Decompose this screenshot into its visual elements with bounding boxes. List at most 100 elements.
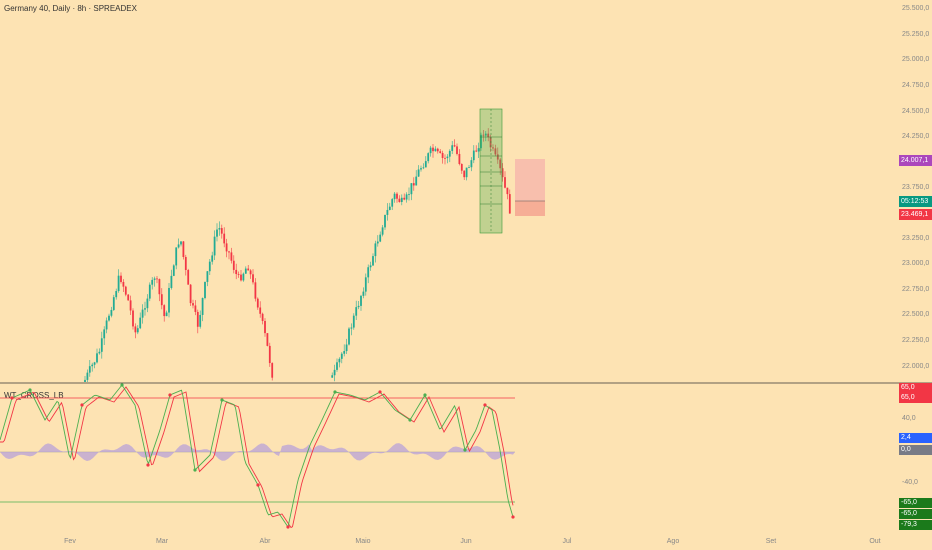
candle-body [475,150,478,152]
candle-body [254,282,257,299]
candle-body [112,297,115,310]
candle-body [86,372,89,380]
candle-body [175,247,178,266]
candle-body [381,227,384,235]
candle-body [88,366,91,373]
candle-body [177,244,180,248]
wt-cross-dot [80,403,84,407]
candle-body [151,279,154,285]
candle-body [124,286,127,295]
price-tick-label: 25.000,0 [902,56,929,63]
candle-body [249,270,252,275]
candle-body [266,333,269,346]
wt-cross-dot [120,383,124,387]
wt-cross-dot [378,390,382,394]
candle-body [201,298,204,315]
candle-body [340,353,343,359]
candle-body [163,305,166,317]
candle-body [448,150,451,157]
price-tick-label: 24.250,0 [902,133,929,140]
candle-body [367,267,370,278]
candle-body [247,268,250,271]
ind-tag-wt-low: -79,3 [899,520,932,530]
candle-body [91,364,94,367]
candle-body [189,284,192,304]
candle-body [165,312,168,317]
indicator-tick-label: 40,0 [902,415,916,422]
ind-tag-ob-1: 65,0 [899,383,932,393]
candle-body [187,270,190,285]
price-tick-label: 22.750,0 [902,286,929,293]
time-tick-label: Set [766,538,777,545]
candle-body [376,241,379,244]
candle-body [242,273,245,281]
candle-body [264,320,266,334]
candle-body [333,369,336,376]
candle-body [160,294,163,306]
candle-body [398,198,401,203]
candle-body [343,351,346,354]
candle-body [451,145,454,151]
candle-body [487,133,490,138]
wt-cross-dot [146,463,150,467]
candle-body [379,234,382,242]
candle-body [360,295,362,306]
price-tick-label: 23.750,0 [902,184,929,191]
candle-body [388,206,391,210]
wt-cross-dot [220,398,224,402]
candle-body [93,362,96,365]
candle-body [127,294,130,301]
candle-body [352,315,355,328]
candle-body [208,261,211,272]
candle-body [400,197,403,203]
candle-body [153,278,156,280]
candle-body [230,252,233,261]
candle-body [345,344,348,352]
wt-cross-dot [423,393,427,397]
wt-cross-dot [286,525,290,529]
time-tick-label: Jul [563,538,572,545]
candle-body [110,309,113,316]
candle-body [144,308,146,310]
candle-body [386,209,389,215]
candle-body [136,328,139,333]
candle-body [355,307,358,316]
wt-cross-dot [10,396,14,400]
candle-body [331,375,334,378]
candle-body [237,274,240,275]
wt-signal-line [0,386,514,529]
candle-body [460,164,463,171]
candle-body [374,243,377,257]
price-tick-label: 25.250,0 [902,31,929,38]
candle-body [477,148,480,152]
candle-body [434,148,437,152]
target-zone [515,159,545,201]
price-tick-label: 23.000,0 [902,260,929,267]
candle-body [240,274,242,281]
candle-body [415,176,418,186]
candle-body [453,145,456,147]
candle-body [180,241,182,245]
candle-body [271,363,274,378]
candle-body [350,327,353,329]
candle-body [384,214,386,228]
price-tick-label: 23.250,0 [902,235,929,242]
candle-body [216,229,218,237]
ind-tag-os-2: -65,0 [899,509,932,519]
candle-body [439,151,442,153]
wt-cross-dot [408,418,412,422]
ind-tag-os-1: -65,0 [899,498,932,508]
chart-title: Germany 40, Daily · 8h · SPREADEX [4,4,137,13]
indicator-tick-label: -40,0 [902,479,918,486]
candle-body [369,265,372,268]
candle-body [468,167,470,169]
candle-body [100,338,103,352]
candle-body [98,351,101,354]
candle-body [132,310,134,327]
candle-body [196,311,199,327]
price-tick-label: 24.750,0 [902,82,929,89]
price-tick-label: 22.500,0 [902,311,929,318]
candle-body [417,169,420,177]
